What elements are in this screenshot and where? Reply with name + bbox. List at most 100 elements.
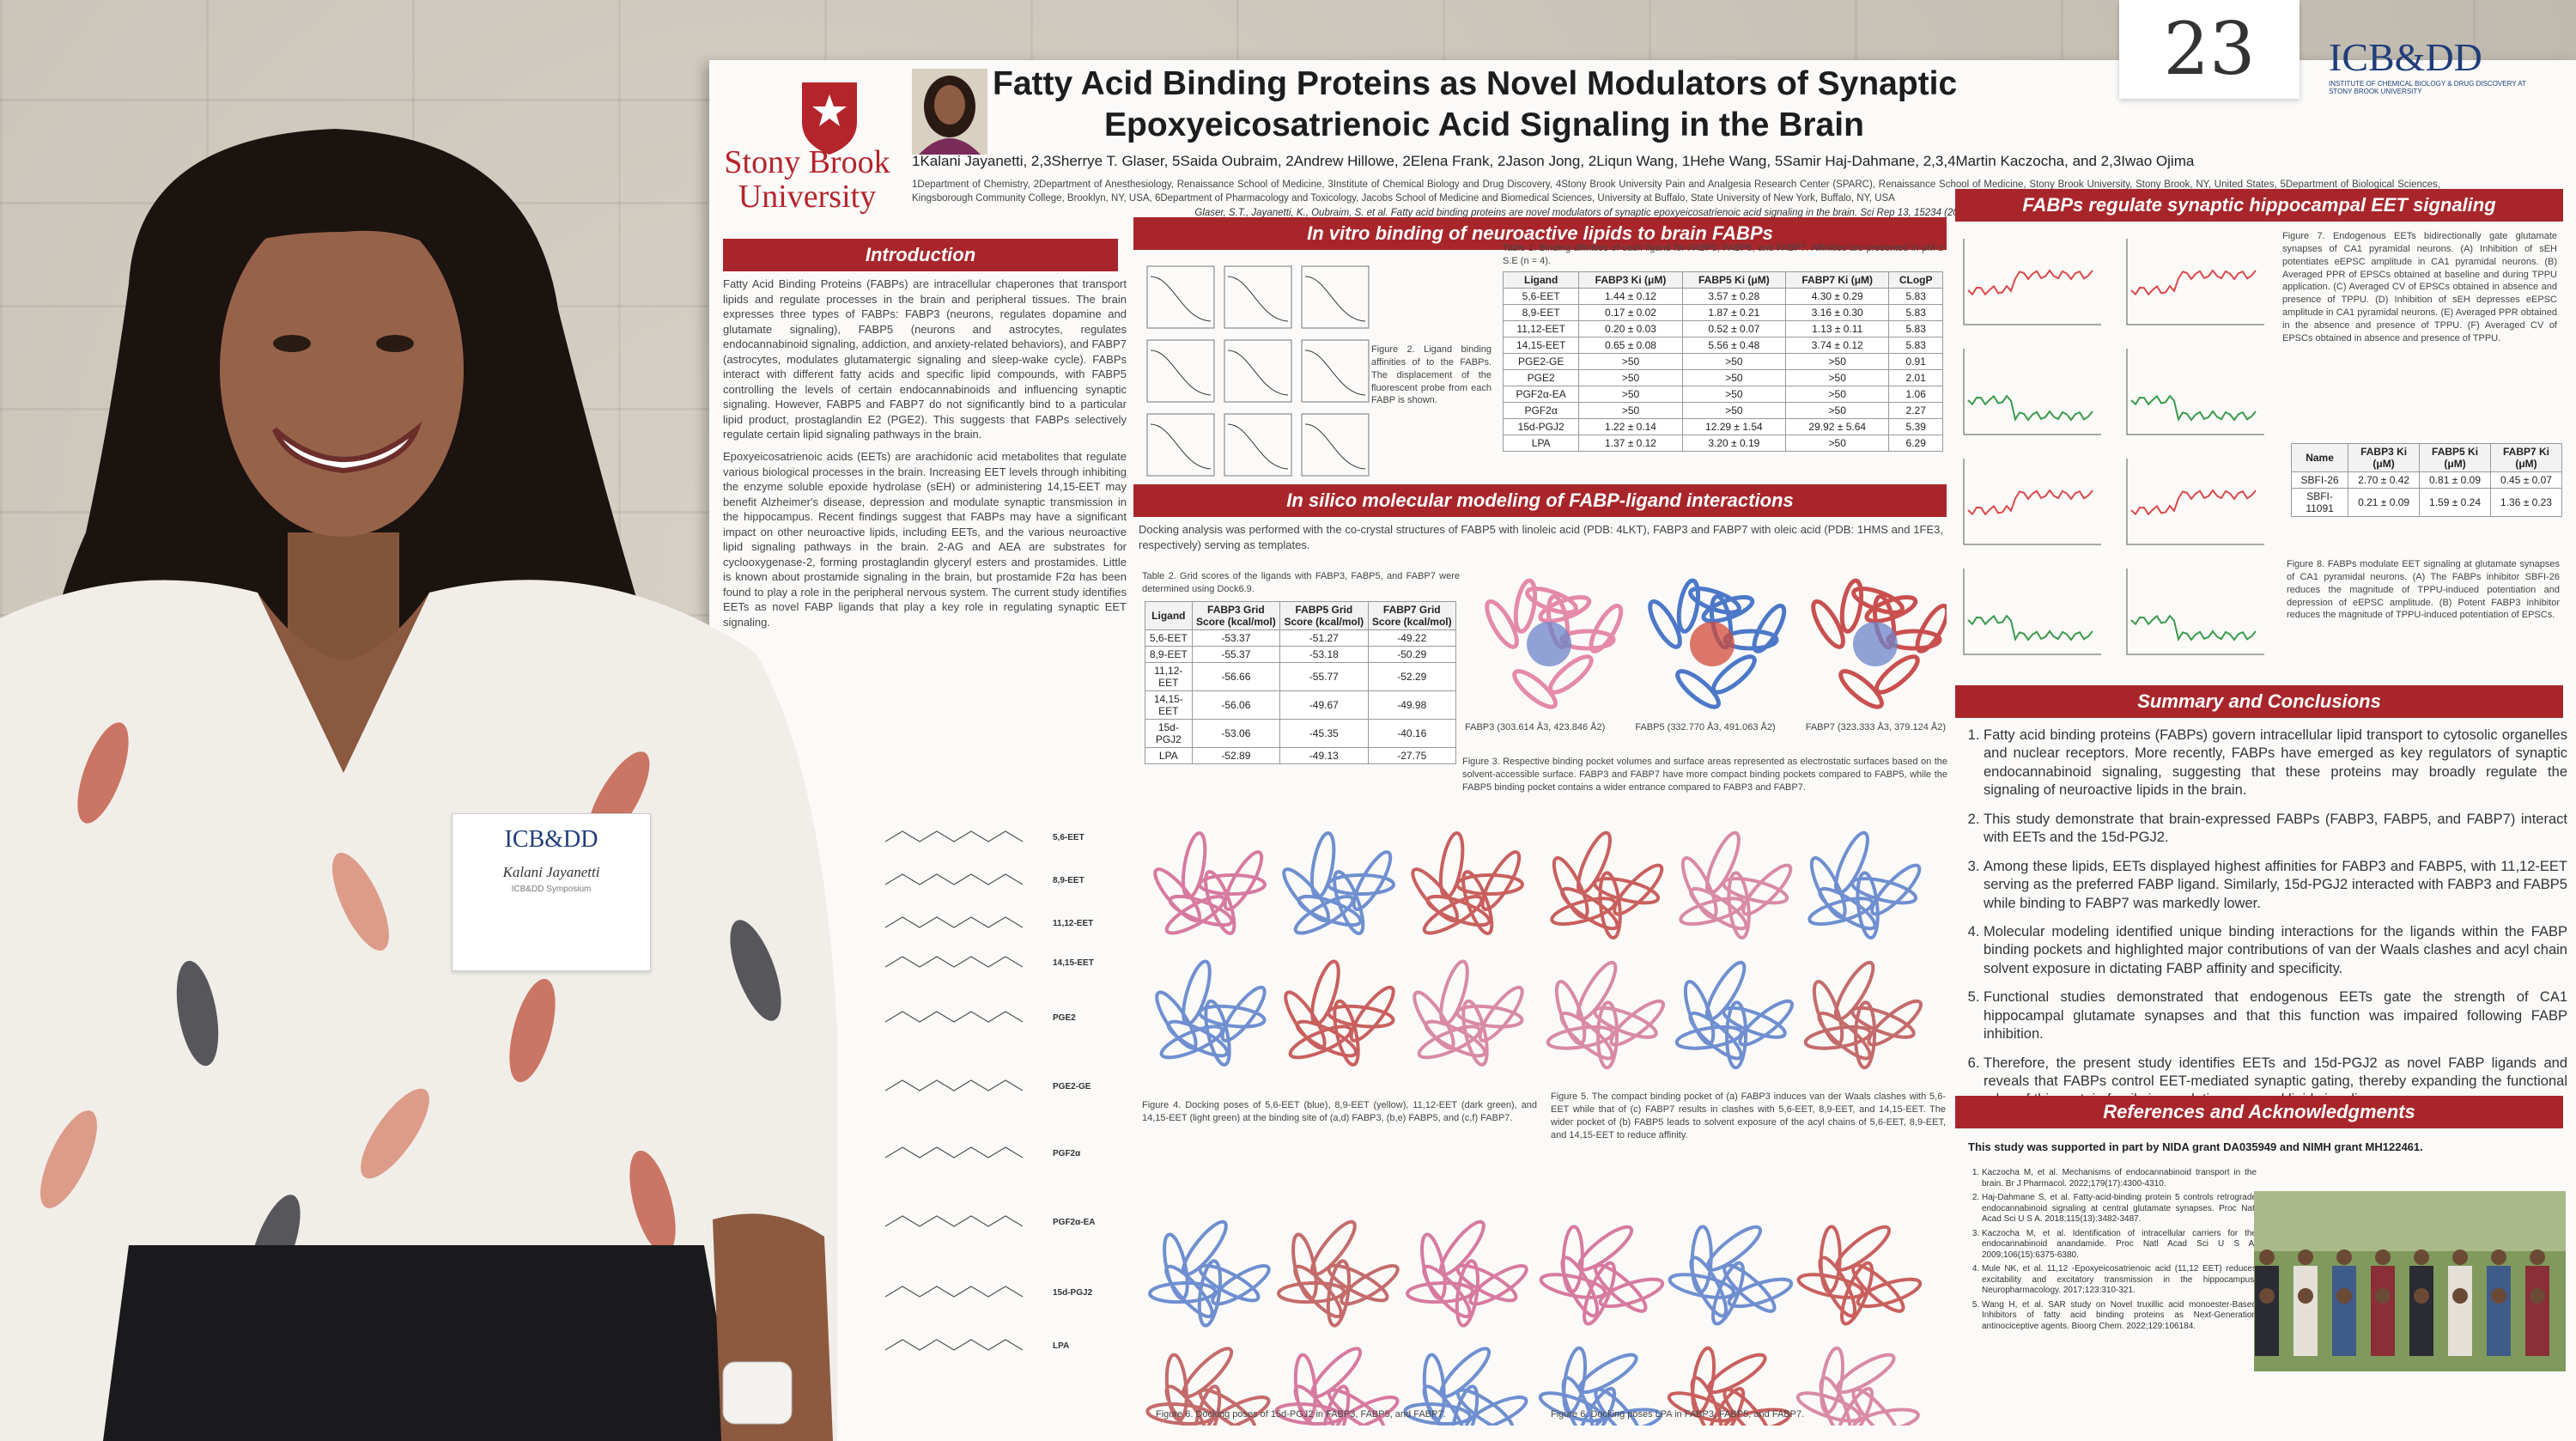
group-photo — [2254, 1191, 2566, 1371]
table-cell: 0.20 ± 0.03 — [1578, 320, 1683, 337]
ribbon — [1513, 578, 1538, 634]
protein-label: FABP7 (323.333 Å3, 379.124 Å2) — [1805, 722, 1946, 733]
table-cell: 5.83 — [1888, 320, 1943, 337]
summary-point: Fatty acid binding proteins (FABPs) gove… — [1984, 727, 2567, 800]
table-cell: >50 — [1785, 369, 1890, 386]
structure-drawing — [884, 1215, 1024, 1227]
header-cell: Ligand — [1502, 271, 1580, 289]
ribbon — [1688, 1011, 1743, 1061]
ribbon — [1182, 959, 1212, 1026]
table-header-row: Name FABP3 Ki (μM) FABP5 Ki (μM) FABP7 Ki (… — [2290, 443, 2562, 472]
table-cell: 1.44 ± 0.12 — [1578, 288, 1683, 305]
figure-caption: Figure 5. The compact binding pocket of … — [1551, 1091, 1946, 1140]
ribbon — [1340, 1264, 1400, 1306]
figure-caption: Figure 6. Docking poses of 15d-PGJ2 in F… — [1156, 1409, 1446, 1420]
poster: Stony Brook University Fatty Acid Bindin… — [709, 35, 2576, 1441]
table-cell: 8,9-EET — [1502, 304, 1580, 321]
table-row: 8,9-EET -55.37 -53.18 -50.29 — [1145, 646, 1457, 663]
table-row: PGE2 >50 >50 >50 2.01 — [1502, 369, 1943, 386]
structure-label: PGF2α — [1053, 1149, 1081, 1158]
table-cell: -51.27 — [1279, 629, 1369, 647]
table-row: PGE2-GE >50 >50 >50 0.91 — [1502, 353, 1943, 370]
table-row: 11,12-EET 0.20 ± 0.03 0.52 ± 0.07 1.13 ± 0.… — [1502, 320, 1943, 337]
table-row: 11,12-EET -56.66 -55.77 -52.29 — [1145, 662, 1457, 691]
structure-label: 8,9-EET — [1053, 876, 1084, 885]
table-cell: -27.75 — [1367, 747, 1457, 764]
reference: Haj-Dahmane S, et al. Fatty-acid-binding… — [1982, 1193, 2257, 1225]
ribbon — [1293, 1264, 1343, 1319]
surface — [1690, 622, 1735, 666]
ribbon — [1197, 1259, 1223, 1328]
ribbon — [1741, 863, 1793, 916]
ribbon — [1818, 886, 1877, 931]
person-head — [2259, 1288, 2275, 1304]
ribbon — [1525, 586, 1578, 615]
ribbon — [1598, 1277, 1665, 1309]
name-badge: ICB&DD Kalani Jayanetti ICB&DD Symposium — [452, 813, 651, 971]
table-cell: LPA — [1145, 747, 1193, 764]
table-cell: 5.83 — [1888, 304, 1943, 321]
section-header: Introduction — [723, 239, 1118, 271]
axis — [1963, 239, 2101, 325]
table-cell: 3.74 ± 0.12 — [1785, 337, 1890, 354]
bond — [884, 1286, 1024, 1298]
table-cell: 5,6-EET — [1502, 288, 1580, 305]
table-cell: >50 — [1681, 386, 1787, 403]
table-cell: >50 — [1785, 386, 1890, 403]
ribbon — [1596, 1000, 1619, 1070]
ribbon — [1838, 669, 1884, 709]
table-cell: >50 — [1578, 353, 1683, 370]
ribbon — [1538, 1391, 1605, 1423]
ribbon — [1485, 599, 1519, 649]
table-row: PGF2α >50 >50 >50 2.27 — [1502, 402, 1943, 419]
axis — [1963, 459, 2101, 545]
ribbon — [1795, 1391, 1862, 1423]
table: Ligand FABP3 Ki (μM) FABP5 Ki (μM) FABP7 Ki… — [1502, 271, 1943, 452]
ribbon — [1609, 999, 1666, 1047]
table-cell: 15d-PGJ2 — [1145, 719, 1193, 748]
structure-label: 5,6-EET — [1053, 833, 1084, 842]
ribbon — [1817, 1011, 1872, 1061]
reference: Kaczocha M, et al. Mechanisms of endocan… — [1982, 1168, 2257, 1189]
smile — [272, 421, 422, 474]
table-cell: -55.37 — [1191, 646, 1281, 663]
figure-caption: Figure 6. Docking poses LPA in FABP3, FA… — [1551, 1409, 1805, 1420]
face — [220, 202, 464, 537]
ribbon — [1583, 1261, 1617, 1326]
surface — [1527, 622, 1571, 666]
ribbon — [1425, 894, 1492, 927]
person-head — [2375, 1249, 2391, 1265]
ribbon — [1727, 871, 1751, 940]
protein-label: FABP5 (332.770 Å3, 491.063 Å2) — [1635, 722, 1776, 733]
eye — [376, 335, 414, 352]
table-cell: 14,15-EET — [1145, 690, 1193, 720]
ribbon — [1352, 850, 1393, 911]
header-cell: FABP3 Grid Score (kcal/mol) — [1191, 601, 1281, 630]
affiliations: 1Department of Chemistry, 2Department of… — [912, 179, 2440, 204]
ribbon — [1439, 959, 1469, 1026]
table-row: 5,6-EET 1.44 ± 0.12 3.57 ± 0.28 4.30 ± 0.29… — [1502, 288, 1943, 305]
table-cell: -49.13 — [1279, 747, 1369, 764]
table-cell: -50.29 — [1367, 646, 1457, 663]
table-header-row: Ligand FABP3 Grid Score (kcal/mol) FABP5 G… — [1145, 601, 1457, 630]
ribbon — [1321, 1384, 1351, 1426]
person-body — [2409, 1304, 2433, 1356]
summary-list: Fatty acid binding proteins (FABPs) gove… — [1958, 727, 2567, 1120]
ribbon — [1406, 1280, 1475, 1304]
table-cell: >50 — [1578, 402, 1683, 419]
person-body — [2487, 1304, 2511, 1356]
table-cell: -56.06 — [1191, 690, 1281, 720]
ribbon — [1561, 1376, 1595, 1426]
table-cell: 1.37 ± 0.12 — [1578, 435, 1683, 452]
institute-logo: ICB&DD INSTITUTE OF CHEMICAL BIOLOGY & D… — [2303, 34, 2561, 95]
bond — [884, 916, 1024, 928]
structure-label: PGE2-GE — [1053, 1082, 1091, 1091]
table-row: LPA -52.89 -49.13 -27.75 — [1145, 747, 1457, 764]
ribbon — [1679, 897, 1746, 926]
trace — [1967, 394, 2093, 423]
section-header: Summary and Conclusions — [1955, 685, 2563, 718]
trace — [1967, 489, 2093, 516]
ribbon — [1424, 1019, 1487, 1058]
table-cell: >50 — [1578, 386, 1683, 403]
